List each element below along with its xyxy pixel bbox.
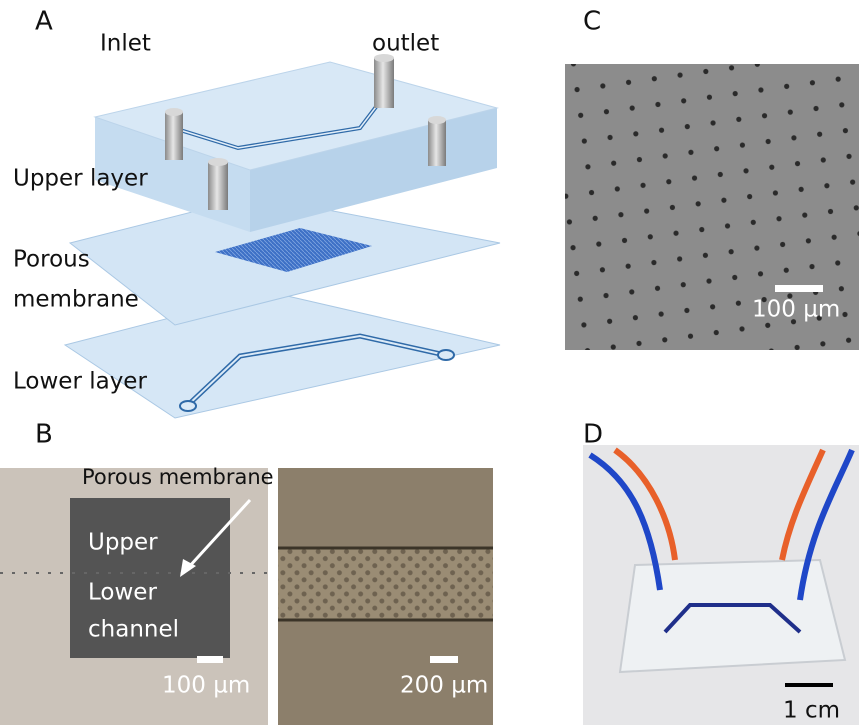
scale-bar — [197, 656, 223, 663]
scale-label: 200 µm — [400, 673, 488, 699]
membrane-region — [278, 548, 493, 620]
figure: A Inlet outlet Upper layer Porous membra… — [0, 0, 859, 725]
upper-layer-label: Upper layer — [13, 166, 148, 192]
membrane-label: Porous — [13, 247, 90, 273]
membrane-label: membrane — [13, 287, 139, 313]
chip — [620, 560, 845, 672]
scale-bar — [430, 656, 458, 663]
lower-label: channel — [88, 617, 179, 643]
scale-label: 1 cm — [783, 698, 840, 724]
panel-label: A — [35, 7, 53, 37]
panel-a: A Inlet outlet Upper layer Porous membra… — [13, 7, 500, 419]
panel-b: B Porous membrane Upper Lower channel 10… — [0, 420, 493, 725]
panel-label: C — [583, 7, 601, 37]
membrane-label: Porous membrane — [82, 465, 274, 489]
upper-label: Upper — [88, 530, 158, 556]
panel-label: B — [35, 420, 53, 450]
panel-label: D — [583, 420, 603, 450]
port — [180, 401, 196, 411]
scale-bar — [785, 683, 833, 687]
scale-label: 100 µm — [752, 297, 840, 323]
scale-label: 100 µm — [162, 673, 250, 699]
lower-label: Lower — [88, 580, 157, 606]
inlet-label: Inlet — [100, 31, 151, 57]
scale-bar — [775, 285, 823, 292]
outlet-label: outlet — [372, 31, 439, 57]
lower-layer-label: Lower layer — [13, 369, 147, 395]
panel-c: C 100 µm — [565, 7, 859, 351]
panel-d: D 1 cm — [583, 420, 859, 725]
port — [438, 350, 454, 360]
